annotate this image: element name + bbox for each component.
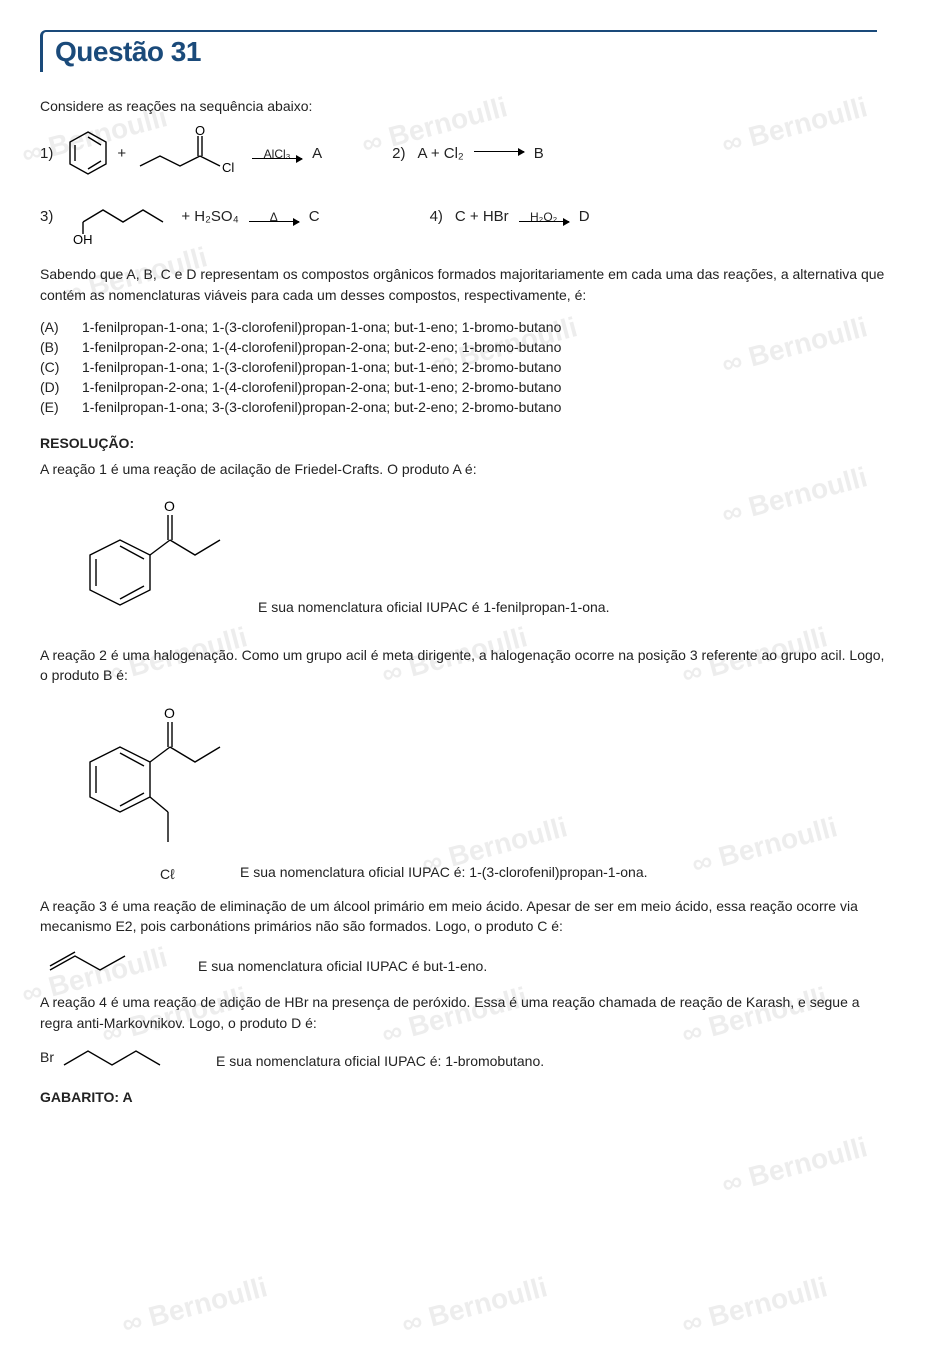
structure-A: O [40, 485, 240, 635]
question-title: Questão 31 [40, 30, 877, 72]
benzene-icon [65, 128, 111, 178]
caption-D: E sua nomenclatura oficial IUPAC é: 1-br… [216, 1053, 544, 1075]
reaction-arrow: H₂O₂ [519, 211, 569, 222]
resolution-heading: RESOLUÇÃO: [40, 435, 894, 451]
watermark: ∞ Bernoulli [398, 1271, 550, 1340]
resolution-p3: A reação 3 é uma reação de eliminação de… [40, 896, 894, 937]
option-letter: (A) [40, 319, 68, 335]
lhs: A + Cl₂ [417, 145, 463, 162]
watermark: ∞ Bernoulli [118, 1271, 270, 1340]
acyl-chloride-icon: O Cl [132, 126, 242, 180]
label-O: O [195, 126, 205, 138]
option-B: (B) 1-fenilpropan-2-ona; 1-(4-clorofenil… [40, 337, 894, 357]
rx-num: 1) [40, 145, 53, 162]
butanol-icon: OH [65, 188, 175, 244]
option-text: 1-fenilpropan-1-ona; 1-(3-clorofenil)pro… [82, 319, 561, 335]
option-letter: (C) [40, 359, 68, 375]
gabarito: GABARITO: A [40, 1089, 894, 1105]
option-text: 1-fenilpropan-2-ona; 1-(4-clorofenil)pro… [82, 339, 561, 355]
plus: + H₂SO₄ [181, 208, 238, 225]
rx-num: 4) [430, 208, 443, 225]
watermark: ∞ Bernoulli [678, 1271, 830, 1340]
option-text: 1-fenilpropan-2-ona; 1-(4-clorofenil)pro… [82, 379, 561, 395]
option-A: (A) 1-fenilpropan-1-ona; 1-(3-clorofenil… [40, 317, 894, 337]
product-C: C [309, 208, 320, 225]
option-text: 1-fenilpropan-1-ona; 3-(3-clorofenil)pro… [82, 399, 561, 415]
option-letter: (D) [40, 379, 68, 395]
lhs: C + HBr [455, 208, 509, 225]
product-B: B [534, 145, 544, 162]
rx-num: 3) [40, 208, 53, 225]
option-text: 1-fenilpropan-1-ona; 1-(3-clorofenil)pro… [82, 359, 561, 375]
reaction-arrow: AlCl₃ [252, 148, 302, 159]
caption-B: E sua nomenclatura oficial IUPAC é: 1-(3… [240, 864, 894, 880]
option-letter: (E) [40, 399, 68, 415]
caption-C: E sua nomenclatura oficial IUPAC é but-1… [198, 958, 487, 982]
reaction-2: 2) A + Cl₂ B [392, 145, 544, 162]
watermark: ∞ Bernoulli [718, 1131, 870, 1200]
resolution-p4: A reação 4 é uma reação de adição de HBr… [40, 992, 894, 1033]
reaction-arrow: Δ [249, 211, 299, 222]
label-OH: OH [73, 232, 93, 244]
reaction-3: 3) OH + H₂SO₄ Δ C [40, 188, 320, 244]
resolution-p1: A reação 1 é uma reação de acilação de F… [40, 459, 894, 479]
reaction-4: 4) C + HBr H₂O₂ D [430, 208, 590, 225]
intro-text: Considere as reações na sequência abaixo… [40, 96, 894, 116]
caption-A: E sua nomenclatura oficial IUPAC é 1-fen… [258, 599, 609, 635]
option-letter: (B) [40, 339, 68, 355]
option-E: (E) 1-fenilpropan-1-ona; 3-(3-clorofenil… [40, 397, 894, 417]
reaction-1: 1) + O Cl AlCl₃ A [40, 126, 322, 180]
option-C: (C) 1-fenilpropan-1-ona; 1-(3-clorofenil… [40, 357, 894, 377]
plus: + [117, 145, 126, 162]
product-A: A [312, 145, 322, 162]
label-O: O [164, 705, 175, 721]
resolution-p2: A reação 2 é uma halogenação. Como um gr… [40, 645, 894, 686]
label-Cl: Cl [222, 160, 234, 175]
options-list: (A) 1-fenilpropan-1-ona; 1-(3-clorofenil… [40, 317, 894, 417]
rx-num: 2) [392, 145, 405, 162]
structure-D [58, 1039, 198, 1075]
product-D: D [579, 208, 590, 225]
structure-C [40, 942, 180, 982]
reactions-block: 1) + O Cl AlCl₃ A [40, 126, 894, 244]
option-D: (D) 1-fenilpropan-2-ona; 1-(4-clorofenil… [40, 377, 894, 397]
prompt-text: Sabendo que A, B, C e D representam os c… [40, 264, 894, 305]
label-O: O [164, 498, 175, 514]
label-Br: Br [40, 1049, 54, 1065]
structure-B: O [40, 692, 250, 892]
